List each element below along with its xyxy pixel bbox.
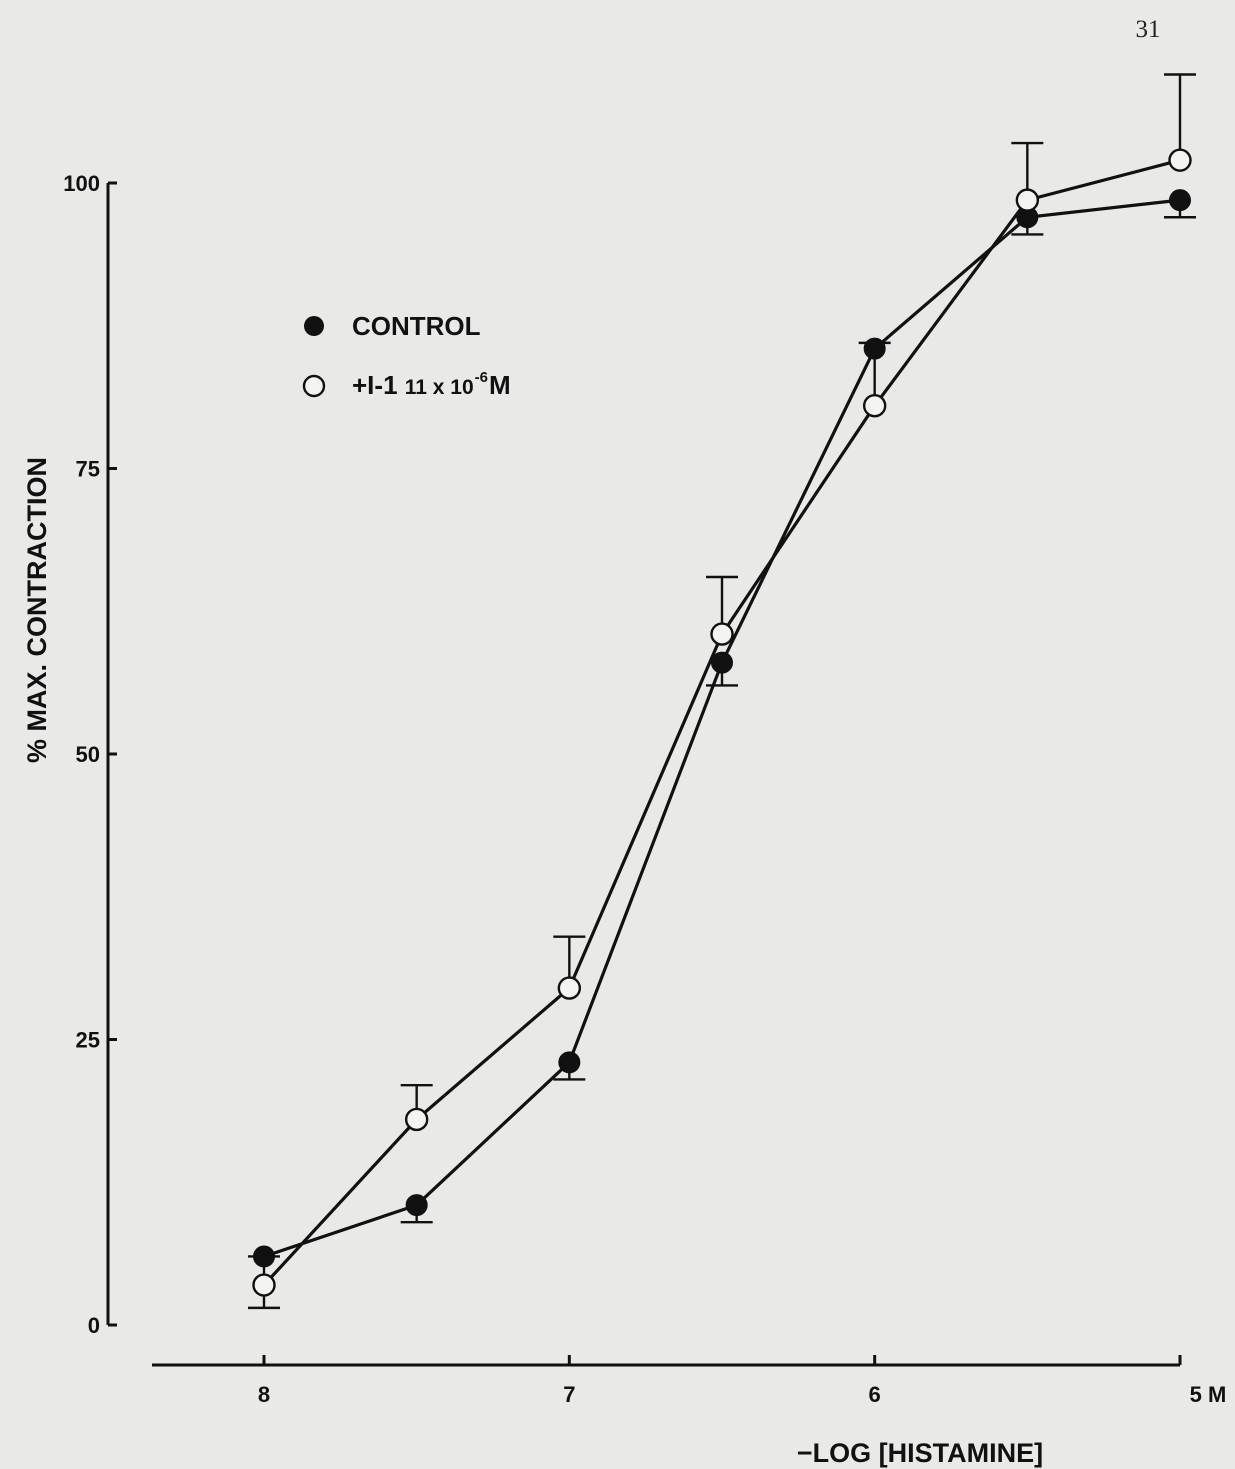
axes [106, 183, 1180, 1367]
legend-i1-prefix: +I-1 [352, 370, 405, 400]
data-point [252, 1273, 276, 1297]
data-point [1168, 148, 1192, 172]
y-tick-label: 0 [88, 1313, 100, 1338]
y-tick-label: 75 [76, 457, 100, 482]
y-tick-label: 50 [76, 742, 100, 767]
x-tick-label: 5 M [1190, 1382, 1227, 1407]
legend-i1-concentration: 11 x 10 [405, 376, 474, 399]
x-axis-label: −LOG [HISTAMINE] [797, 1438, 1043, 1468]
data-point [405, 1194, 428, 1217]
x-tick-label: 8 [258, 1382, 270, 1407]
data-point [1015, 188, 1040, 212]
legend-i1-unit: M [489, 370, 511, 400]
x-tick-label: 6 [869, 1382, 881, 1407]
data-point [557, 976, 582, 1000]
data-point [404, 1107, 429, 1132]
y-tick-label: 100 [63, 171, 100, 196]
legend-label-i1: +I-1 11 x 10-6M [352, 369, 511, 400]
legend-marker-control [304, 316, 324, 336]
x-tick-label: 7 [563, 1382, 575, 1407]
y-ticks: 100 75 50 25 0 [63, 171, 117, 1338]
data-point [558, 1051, 581, 1074]
data-point [862, 393, 887, 418]
page-number: 31 [1136, 16, 1161, 43]
legend-i1-exponent: -6 [475, 369, 488, 386]
series-control [253, 189, 1196, 1268]
x-ticks: 8 7 6 5 M [258, 1355, 1226, 1407]
data-point [711, 651, 733, 674]
data-point [710, 622, 734, 646]
series-line [263, 198, 1181, 1259]
legend: CONTROL +I-1 11 x 10-6M [302, 311, 511, 400]
y-axis-label: % MAX. CONTRACTION [22, 457, 52, 763]
y-tick-label: 25 [76, 1028, 100, 1053]
legend-i1-main: +I-1 11 x 10 [352, 370, 474, 400]
data-point [1169, 189, 1191, 212]
series-layer [248, 73, 1196, 1310]
legend-marker-i1 [302, 374, 326, 398]
legend-label-control: CONTROL [352, 311, 481, 341]
series-i1 [248, 73, 1196, 1310]
